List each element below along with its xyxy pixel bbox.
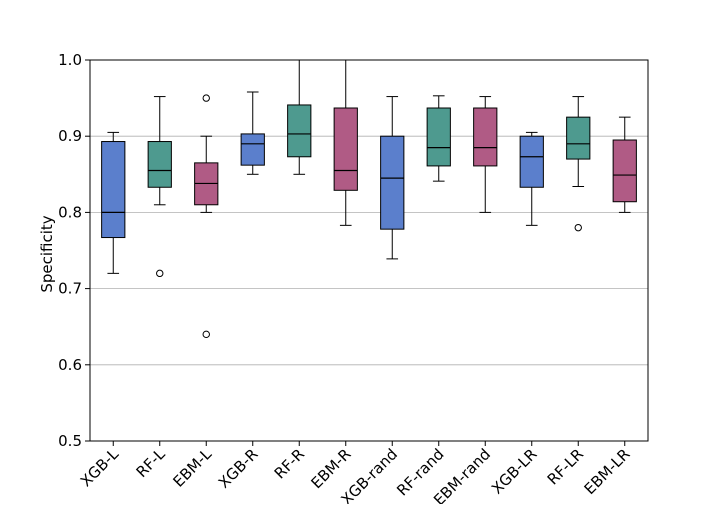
box-ebm-lr bbox=[612, 116, 637, 213]
gridlines bbox=[90, 59, 648, 442]
box-iqr bbox=[519, 135, 544, 188]
box-rf-rand bbox=[426, 95, 451, 182]
y-tick-label: 1.0 bbox=[58, 51, 82, 69]
box-rf-r bbox=[287, 59, 312, 175]
box-iqr bbox=[473, 107, 498, 167]
box-iqr bbox=[240, 133, 265, 166]
box-ebm-rand bbox=[473, 96, 498, 213]
x-tick-label: XGB-LR bbox=[488, 445, 541, 498]
box-iqr bbox=[566, 116, 591, 160]
box-xgb-r bbox=[240, 91, 265, 175]
x-tick-label: EBM-L bbox=[169, 445, 215, 491]
boxes bbox=[101, 59, 637, 339]
box-iqr bbox=[612, 139, 637, 203]
outlier-point bbox=[574, 223, 582, 232]
x-tick-label: XGB-R bbox=[215, 445, 262, 492]
box-ebm-r bbox=[333, 59, 358, 226]
plot-frame bbox=[89, 59, 649, 442]
y-axis-label: Specificity bbox=[38, 215, 56, 292]
y-tick-label: 0.7 bbox=[58, 280, 82, 298]
y-tick-label: 0.8 bbox=[58, 203, 82, 221]
box-xgb-rand bbox=[380, 96, 405, 260]
box-iqr bbox=[380, 135, 405, 230]
box-iqr bbox=[287, 104, 312, 158]
box-iqr bbox=[426, 107, 451, 167]
x-tick-label: RF-R bbox=[271, 445, 308, 482]
outlier-point bbox=[202, 330, 210, 339]
outlier-point bbox=[156, 269, 164, 278]
box-xgb-l bbox=[101, 131, 126, 274]
box-rf-lr bbox=[566, 96, 591, 232]
x-tick-label: EBM-LR bbox=[581, 445, 634, 498]
box-iqr bbox=[147, 141, 172, 188]
y-tick-label: 0.6 bbox=[58, 356, 82, 374]
box-iqr bbox=[101, 141, 126, 239]
outlier-point bbox=[202, 94, 210, 102]
x-tick-label: XGB-L bbox=[77, 445, 123, 491]
box-xgb-lr bbox=[519, 131, 544, 226]
box-ebm-l bbox=[194, 94, 219, 339]
box-iqr bbox=[333, 107, 358, 191]
y-tick-label: 0.5 bbox=[58, 432, 82, 450]
y-tick-label: 0.9 bbox=[58, 127, 82, 145]
box-rf-l bbox=[147, 96, 172, 278]
x-tick-label: RF-L bbox=[133, 445, 169, 481]
x-tick-label: RF-LR bbox=[544, 445, 587, 488]
